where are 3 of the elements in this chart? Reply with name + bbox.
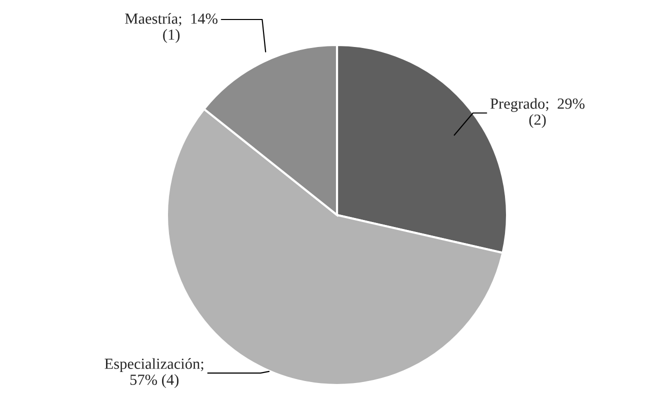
slice-label: Especialización; 57% (4) bbox=[104, 358, 204, 388]
slice-label: Maestría; 14% (1) bbox=[125, 13, 218, 43]
slice-label: Pregrado; 29% (2) bbox=[490, 98, 585, 128]
